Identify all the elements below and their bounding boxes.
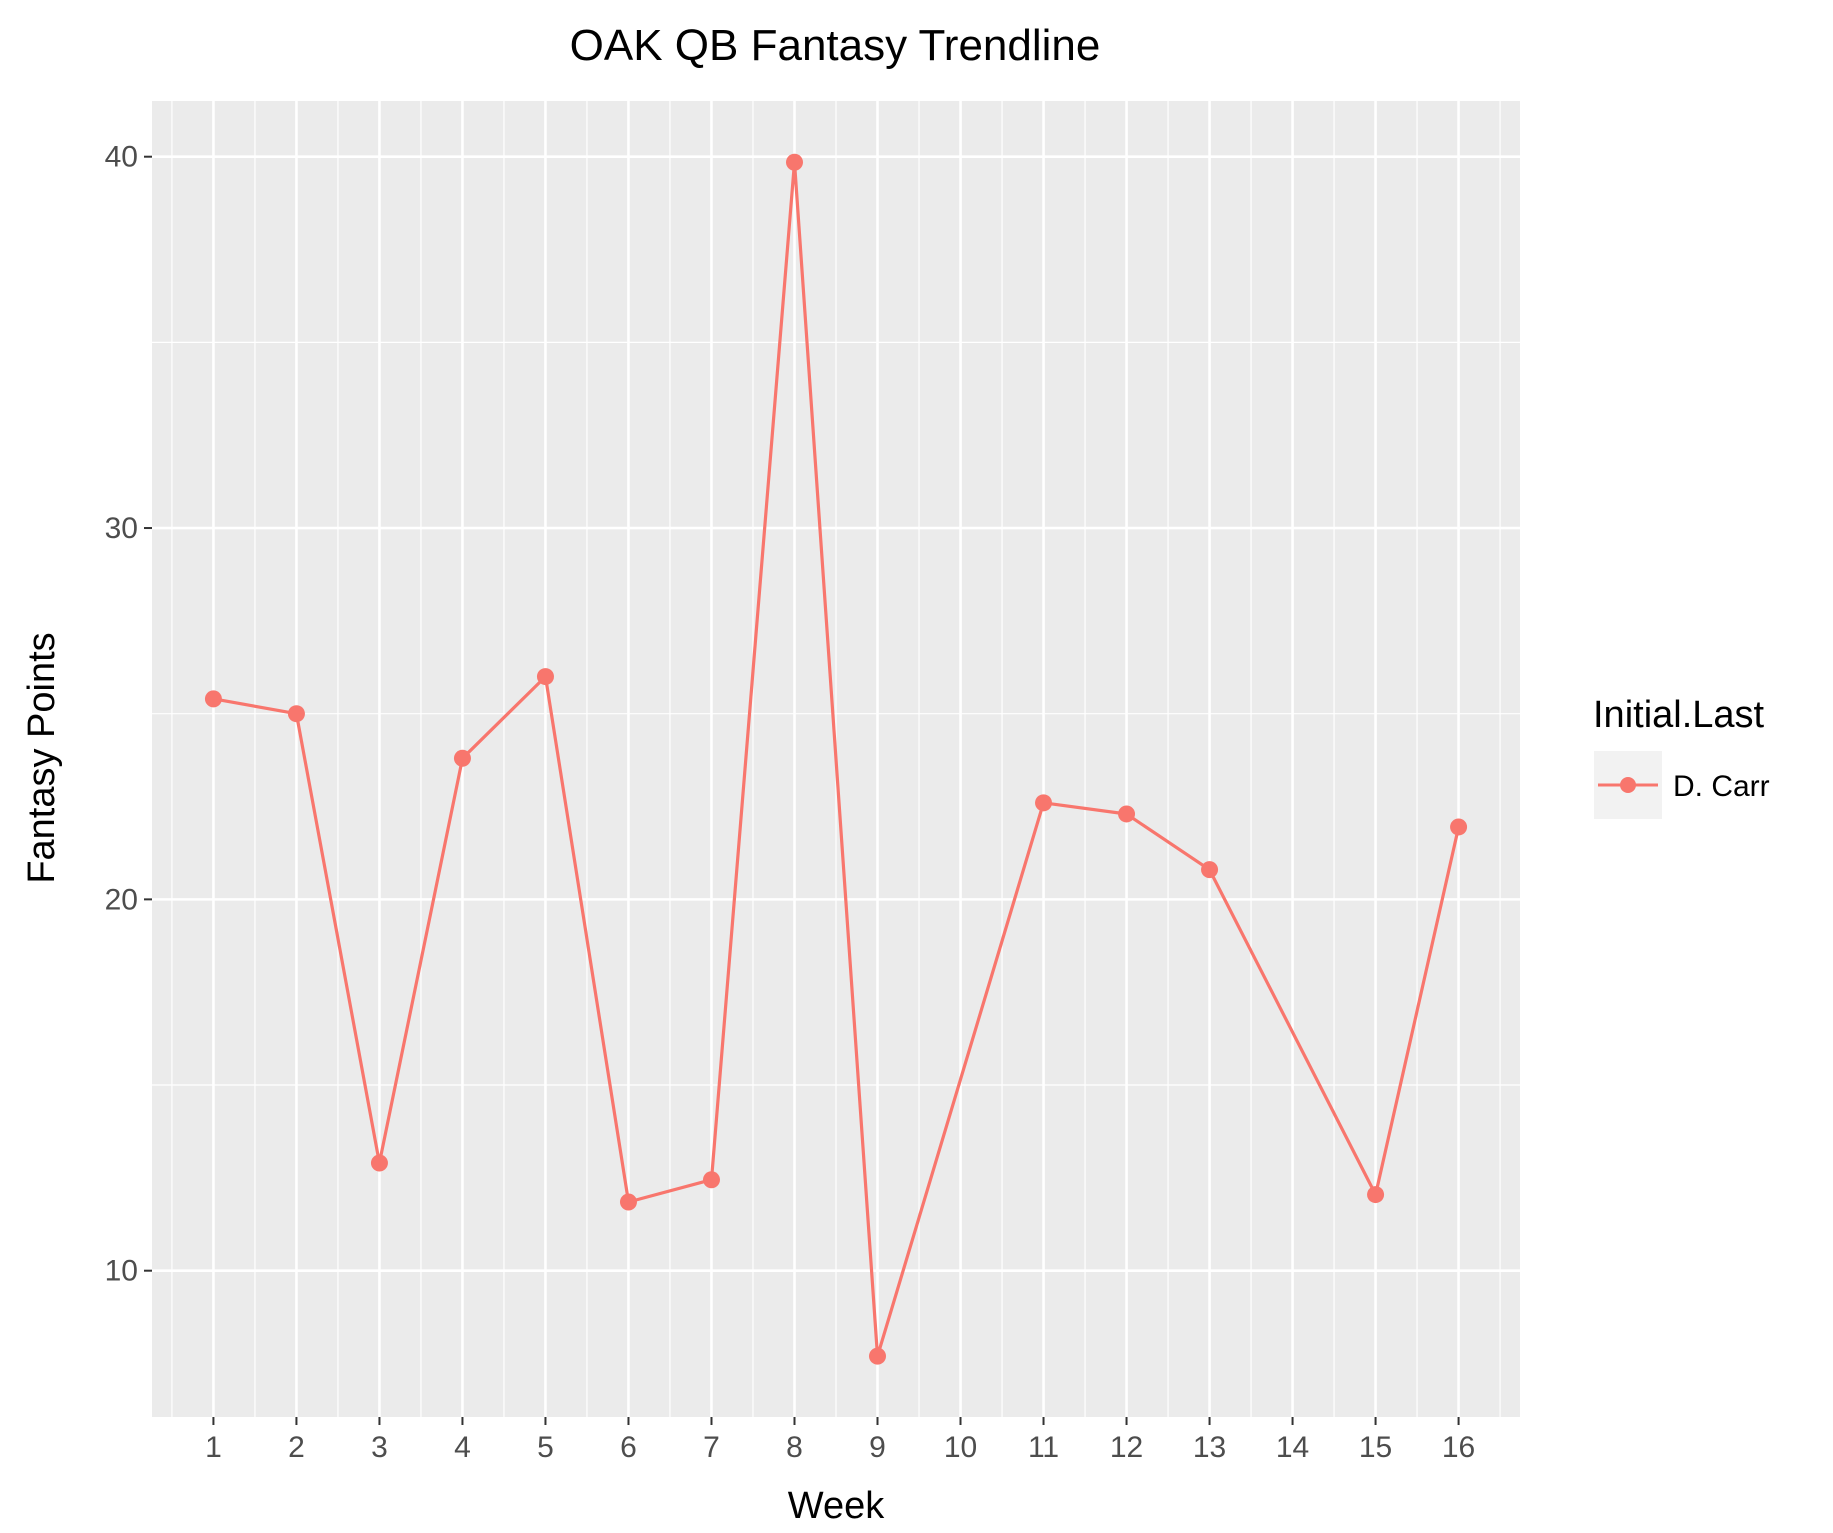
data-point-week-16 [1450,818,1468,836]
legend-title: Initial.Last [1593,694,1765,736]
x-tick-label-6: 6 [620,1431,637,1464]
series-d-carr [204,153,1468,1365]
data-point-week-1 [204,690,222,708]
x-tick-label-15: 15 [1359,1431,1392,1464]
y-tick-label-20: 20 [105,883,138,916]
x-tick-label-11: 11 [1028,1431,1059,1464]
x-tick-label-9: 9 [869,1431,886,1464]
x-tick-label-7: 7 [703,1431,720,1464]
data-point-week-9 [869,1347,887,1365]
data-point-week-6 [619,1193,637,1211]
x-tick-label-5: 5 [537,1431,554,1464]
y-axis: 10 20 30 40 [105,141,152,1288]
x-tick-label-13: 13 [1193,1431,1226,1464]
data-point-week-3 [370,1154,388,1172]
x-tick-label-2: 2 [288,1431,305,1464]
x-tick-label-10: 10 [944,1431,977,1464]
x-axis: 1 2 3 4 5 6 7 8 9 10 11 12 13 14 15 16 [205,1417,1475,1464]
x-tick-label-1: 1 [205,1431,222,1464]
x-tick-label-16: 16 [1442,1431,1475,1464]
legend: Initial.Last D. Carr [1593,694,1770,819]
data-point-week-5 [536,668,554,686]
data-point-week-2 [287,705,305,723]
legend-key-point [1620,777,1636,793]
y-tick-label-30: 30 [105,512,138,545]
legend-label-d-carr: D. Carr [1673,770,1770,803]
data-point-week-13 [1201,861,1219,879]
x-tick-label-3: 3 [371,1431,388,1464]
data-point-week-15 [1367,1186,1385,1204]
x-axis-title: Week [788,1485,885,1527]
y-axis-title: Fantasy Points [21,632,63,883]
data-point-week-4 [453,749,471,767]
data-point-week-7 [702,1171,720,1189]
x-tick-label-4: 4 [454,1431,471,1464]
x-tick-label-14: 14 [1276,1431,1309,1464]
chart-title: OAK QB Fantasy Trendline [570,21,1101,70]
data-point-week-11 [1035,794,1053,812]
y-tick-label-10: 10 [105,1255,138,1288]
x-tick-label-8: 8 [786,1431,803,1464]
x-tick-label-12: 12 [1110,1431,1143,1464]
y-tick-label-40: 40 [105,141,138,174]
series-line-0 [213,160,1461,1358]
data-point-week-12 [1118,805,1136,823]
data-point-week-8 [785,153,803,171]
